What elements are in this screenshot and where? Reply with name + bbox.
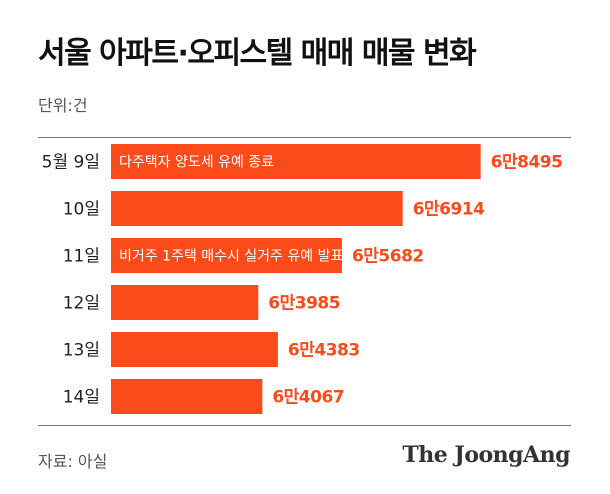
bar-annotation: 비거주 1주택 매수시 실거주 유예 발표 bbox=[119, 249, 343, 265]
bar-annotation: 다주택자 양도세 유예 종료 bbox=[119, 155, 274, 171]
value-label: 6만4383 bbox=[288, 341, 360, 361]
top-divider bbox=[38, 137, 571, 138]
bar bbox=[111, 191, 403, 226]
category-label: 14일 bbox=[63, 388, 100, 408]
category-label: 13일 bbox=[63, 341, 100, 361]
category-label: 10일 bbox=[63, 200, 100, 220]
value-label: 6만5682 bbox=[352, 247, 424, 267]
value-label: 6만4067 bbox=[272, 388, 344, 408]
value-label: 6만8495 bbox=[491, 153, 563, 173]
bottom-divider bbox=[38, 425, 571, 426]
unit-label: 단위:건 bbox=[38, 96, 88, 115]
category-label: 12일 bbox=[63, 294, 100, 314]
category-label: 11일 bbox=[63, 247, 100, 267]
value-label: 6만3985 bbox=[268, 294, 340, 314]
publisher-logo: The JoongAng bbox=[402, 442, 570, 468]
bar bbox=[111, 379, 263, 414]
source-label: 자료: 아실 bbox=[38, 452, 108, 471]
value-label: 6만6914 bbox=[413, 200, 485, 220]
bar bbox=[111, 332, 278, 367]
chart-title: 서울 아파트·오피스텔 매매 매물 변화 bbox=[38, 36, 477, 71]
bar bbox=[111, 285, 259, 320]
bar bbox=[111, 238, 342, 273]
bar bbox=[111, 144, 481, 179]
category-label: 5월 9일 bbox=[42, 153, 100, 173]
